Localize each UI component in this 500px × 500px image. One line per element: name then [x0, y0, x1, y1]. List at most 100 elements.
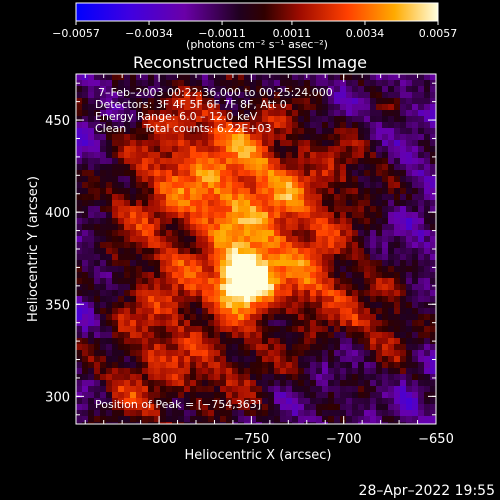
heatmap-cell — [178, 350, 185, 357]
heatmap-cell — [190, 152, 197, 159]
heatmap-cell — [286, 398, 293, 405]
heatmap-cell — [340, 146, 347, 153]
heatmap-cell — [424, 302, 431, 309]
heatmap-cell — [364, 260, 371, 267]
heatmap-cell — [166, 422, 173, 424]
heatmap-cell — [238, 302, 245, 309]
heatmap-cell — [148, 98, 155, 105]
heatmap-cell — [172, 104, 179, 111]
heatmap-cell — [124, 260, 131, 267]
heatmap-cell — [328, 302, 335, 309]
heatmap-cell — [388, 266, 395, 273]
heatmap-cell — [310, 272, 317, 279]
heatmap-cell — [298, 164, 305, 171]
heatmap-cell — [430, 152, 436, 159]
heatmap-cell — [142, 272, 149, 279]
heatmap-cell — [274, 362, 281, 369]
heatmap-cell — [232, 128, 239, 135]
heatmap-cell — [220, 266, 227, 273]
heatmap-cell — [388, 284, 395, 291]
heatmap-cell — [118, 314, 125, 321]
heatmap-cell — [274, 116, 281, 123]
heatmap-cell — [310, 308, 317, 315]
heatmap-cell — [136, 74, 143, 81]
heatmap-cell — [370, 266, 377, 273]
heatmap-cell — [178, 164, 185, 171]
heatmap-cell — [220, 344, 227, 351]
heatmap-cell — [262, 350, 269, 357]
heatmap-cell — [418, 278, 425, 285]
heatmap-cell — [376, 86, 383, 93]
heatmap-cell — [292, 92, 299, 99]
heatmap-cell — [292, 74, 299, 81]
heatmap-cell — [340, 230, 347, 237]
heatmap-cell — [250, 74, 257, 81]
heatmap-cell — [88, 146, 95, 153]
heatmap-cell — [148, 314, 155, 321]
heatmap-cell — [280, 404, 287, 411]
heatmap-cell — [292, 296, 299, 303]
heatmap-cell — [94, 74, 101, 81]
heatmap-cell — [298, 212, 305, 219]
heatmap-cell — [424, 152, 431, 159]
heatmap-cell — [154, 164, 161, 171]
heatmap-cell — [328, 272, 335, 279]
heatmap-cell — [124, 140, 131, 147]
heatmap-cell — [184, 344, 191, 351]
heatmap-cell — [166, 344, 173, 351]
heatmap-cell — [172, 146, 179, 153]
heatmap-cell — [370, 332, 377, 339]
heatmap-cell — [160, 236, 167, 243]
heatmap-cell — [340, 212, 347, 219]
heatmap-cell — [322, 194, 329, 201]
x-tick-label: −700 — [326, 432, 362, 447]
heatmap-cell — [142, 278, 149, 285]
heatmap-cell — [304, 224, 311, 231]
heatmap-cell — [184, 104, 191, 111]
heatmap-cell — [202, 86, 209, 93]
heatmap-cell — [346, 74, 353, 81]
heatmap-cell — [268, 158, 275, 165]
heatmap-cell — [334, 170, 341, 177]
heatmap-cell — [418, 194, 425, 201]
heatmap-cell — [130, 302, 137, 309]
heatmap-cell — [118, 404, 125, 411]
heatmap-cell — [298, 218, 305, 225]
heatmap-cell — [274, 368, 281, 375]
heatmap-cell — [412, 122, 419, 129]
heatmap-cell — [334, 350, 341, 357]
heatmap-cell — [268, 128, 275, 135]
heatmap-cell — [292, 410, 299, 417]
heatmap-cell — [142, 164, 149, 171]
heatmap-cell — [370, 392, 377, 399]
heatmap-cell — [292, 200, 299, 207]
heatmap-cell — [136, 392, 143, 399]
heatmap-cell — [112, 128, 119, 135]
heatmap-cell — [148, 374, 155, 381]
heatmap-cell — [136, 314, 143, 321]
heatmap-cell — [376, 212, 383, 219]
heatmap-cell — [328, 422, 335, 424]
heatmap-cell — [232, 98, 239, 105]
heatmap-cell — [298, 236, 305, 243]
heatmap-cell — [250, 302, 257, 309]
heatmap-cell — [394, 182, 401, 189]
heatmap-cell — [214, 170, 221, 177]
heatmap-cell — [370, 320, 377, 327]
heatmap-cell — [352, 404, 359, 411]
heatmap-cell — [136, 272, 143, 279]
heatmap-cell — [238, 410, 245, 417]
heatmap-cell — [370, 344, 377, 351]
heatmap-cell — [334, 164, 341, 171]
heatmap-cell — [124, 350, 131, 357]
heatmap-cell — [148, 212, 155, 219]
heatmap-cell — [244, 302, 251, 309]
heatmap-cell — [94, 350, 101, 357]
heatmap-cell — [268, 230, 275, 237]
heatmap-cell — [430, 134, 436, 141]
heatmap-cell — [142, 320, 149, 327]
heatmap-cell — [202, 194, 209, 201]
heatmap-cell — [268, 284, 275, 291]
heatmap-cell — [346, 320, 353, 327]
heatmap-cell — [334, 290, 341, 297]
